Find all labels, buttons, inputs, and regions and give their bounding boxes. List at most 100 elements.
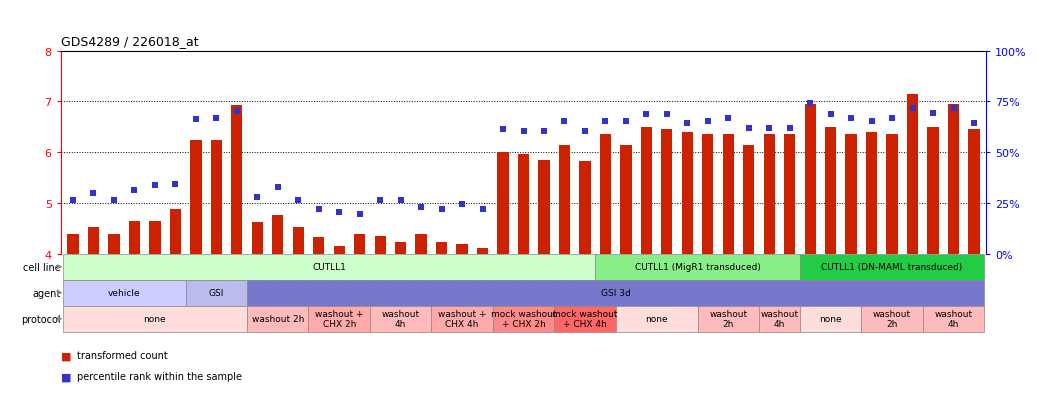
Text: washout +
CHX 4h: washout + CHX 4h	[438, 310, 486, 328]
Bar	[800, 306, 862, 332]
Bar	[88, 227, 99, 254]
Point	[433, 206, 450, 213]
Text: GSI: GSI	[208, 289, 224, 297]
Bar	[862, 306, 922, 332]
Bar	[63, 306, 247, 332]
Bar	[292, 228, 304, 254]
Point	[474, 206, 491, 213]
Bar	[191, 140, 201, 254]
Bar	[595, 254, 800, 280]
Point	[761, 125, 778, 132]
Bar	[682, 133, 693, 254]
Bar	[784, 135, 796, 254]
Text: washout
2h: washout 2h	[873, 310, 911, 328]
Point	[413, 204, 429, 211]
Point	[393, 197, 409, 204]
Bar	[129, 221, 140, 254]
Bar	[703, 135, 713, 254]
Point	[536, 128, 553, 135]
Point	[905, 105, 921, 112]
Bar	[697, 306, 759, 332]
Text: agent: agent	[32, 288, 61, 298]
Text: washout
4h: washout 4h	[381, 310, 420, 328]
Bar	[247, 306, 309, 332]
Point	[740, 125, 757, 132]
Bar	[846, 135, 856, 254]
Bar	[759, 306, 800, 332]
Bar	[922, 306, 984, 332]
Point	[925, 110, 941, 116]
Point	[556, 118, 573, 125]
Bar	[354, 235, 365, 254]
Point	[106, 197, 122, 204]
Bar	[309, 306, 370, 332]
Text: GSI 3d: GSI 3d	[601, 289, 630, 297]
Point	[65, 197, 82, 204]
Bar	[456, 245, 468, 254]
Bar	[579, 162, 591, 254]
Bar	[662, 130, 672, 254]
Bar	[907, 95, 918, 254]
Bar	[600, 135, 611, 254]
Point	[659, 112, 675, 118]
Bar	[251, 223, 263, 254]
Text: none: none	[645, 315, 668, 323]
Point	[822, 112, 839, 118]
Bar	[334, 247, 344, 254]
Point	[884, 115, 900, 122]
Point	[453, 202, 470, 208]
Bar	[497, 153, 509, 254]
Point	[515, 128, 532, 135]
Bar	[170, 210, 181, 254]
Bar	[272, 215, 284, 254]
Bar	[231, 106, 243, 254]
Bar	[887, 135, 897, 254]
Point	[618, 118, 634, 125]
Text: CUTLL1 (DN-MAML transduced): CUTLL1 (DN-MAML transduced)	[822, 263, 962, 271]
Bar	[395, 243, 406, 254]
Point	[208, 116, 225, 122]
Point	[249, 194, 266, 201]
Bar	[493, 306, 554, 332]
Bar	[108, 235, 119, 254]
Bar	[968, 130, 980, 254]
Point	[310, 206, 327, 213]
Text: washout 2h: washout 2h	[251, 315, 304, 323]
Point	[965, 120, 982, 127]
Bar	[416, 235, 427, 254]
Point	[168, 181, 184, 188]
Text: mock washout
+ CHX 2h: mock washout + CHX 2h	[491, 310, 556, 328]
Point	[597, 118, 614, 125]
Point	[678, 120, 695, 127]
Text: CUTLL1: CUTLL1	[312, 263, 346, 271]
Text: washout
4h: washout 4h	[760, 310, 799, 328]
Point	[638, 112, 654, 118]
Point	[802, 100, 819, 107]
Text: protocol: protocol	[21, 314, 61, 324]
Point	[781, 125, 798, 132]
Bar	[800, 254, 984, 280]
Text: GDS4289 / 226018_at: GDS4289 / 226018_at	[61, 35, 198, 47]
Bar	[866, 133, 877, 254]
Text: none: none	[143, 315, 166, 323]
Bar	[559, 145, 570, 254]
Text: none: none	[820, 315, 842, 323]
Bar	[554, 306, 616, 332]
Point	[372, 197, 388, 204]
Bar	[928, 128, 939, 254]
Bar	[722, 135, 734, 254]
Bar	[247, 280, 984, 306]
Point	[945, 105, 962, 112]
Point	[352, 211, 369, 218]
Bar	[431, 306, 493, 332]
Bar	[63, 254, 595, 280]
Bar	[641, 128, 652, 254]
Point	[228, 108, 245, 115]
Bar	[63, 280, 185, 306]
Bar	[948, 105, 959, 254]
Text: mock washout
+ CHX 4h: mock washout + CHX 4h	[552, 310, 618, 328]
Bar	[436, 243, 447, 254]
Bar	[67, 235, 79, 254]
Bar	[210, 140, 222, 254]
Point	[147, 183, 163, 189]
